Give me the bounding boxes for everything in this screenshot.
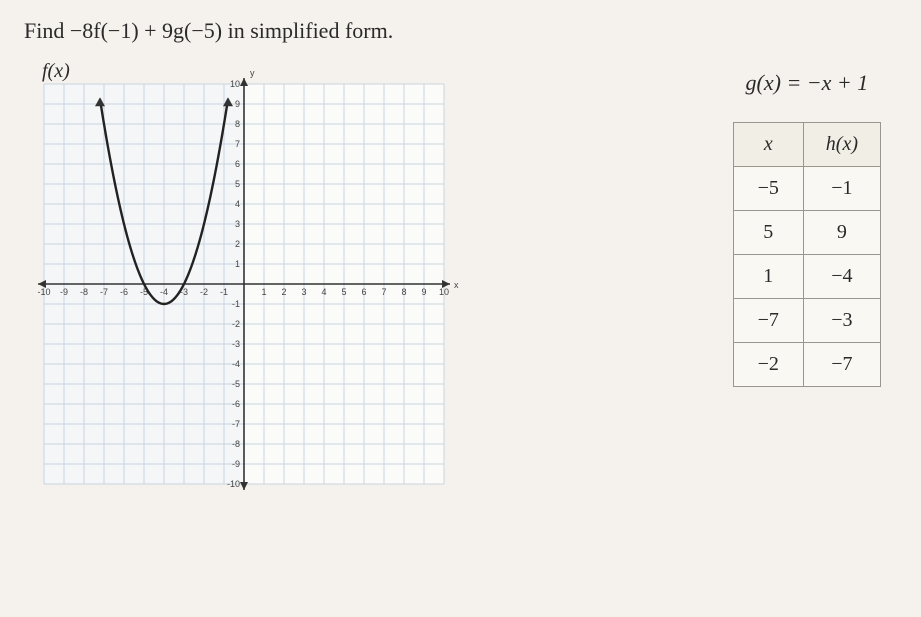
svg-text:6: 6 <box>235 159 240 169</box>
svg-text:6: 6 <box>361 287 366 297</box>
svg-text:y: y <box>250 68 255 78</box>
table-cell-x: −7 <box>733 299 803 343</box>
table-row: −2−7 <box>733 343 880 387</box>
svg-text:-9: -9 <box>232 459 240 469</box>
svg-text:-7: -7 <box>100 287 108 297</box>
graph-function-label: f(x) <box>42 60 70 83</box>
svg-text:-8: -8 <box>232 439 240 449</box>
right-column: g(x) = −x + 1 x h(x) −5−1591−4−7−3−2−7 <box>733 64 897 387</box>
svg-text:3: 3 <box>301 287 306 297</box>
svg-text:-9: -9 <box>60 287 68 297</box>
svg-text:9: 9 <box>235 99 240 109</box>
table-row: −5−1 <box>733 167 880 211</box>
svg-text:9: 9 <box>421 287 426 297</box>
svg-text:-6: -6 <box>232 399 240 409</box>
svg-text:-4: -4 <box>160 287 168 297</box>
svg-text:-5: -5 <box>232 379 240 389</box>
table-row: 59 <box>733 211 880 255</box>
svg-text:x: x <box>454 280 459 290</box>
h-table: x h(x) −5−1591−4−7−3−2−7 <box>733 122 881 387</box>
table-cell-hx: 9 <box>803 211 880 255</box>
svg-text:-8: -8 <box>80 287 88 297</box>
table-cell-hx: −1 <box>803 167 880 211</box>
svg-text:-2: -2 <box>232 319 240 329</box>
svg-text:10: 10 <box>439 287 449 297</box>
svg-text:10: 10 <box>230 79 240 89</box>
table-row: 1−4 <box>733 255 880 299</box>
svg-text:-2: -2 <box>200 287 208 297</box>
svg-text:-6: -6 <box>120 287 128 297</box>
h-table-header-x: x <box>733 123 803 167</box>
h-table-header-hx: h(x) <box>803 123 880 167</box>
svg-text:-1: -1 <box>220 287 228 297</box>
svg-text:1: 1 <box>261 287 266 297</box>
table-cell-hx: −7 <box>803 343 880 387</box>
prompt-prefix: Find <box>24 18 70 43</box>
prompt-suffix: in simplified form. <box>228 18 394 43</box>
table-cell-x: 1 <box>733 255 803 299</box>
table-cell-x: −2 <box>733 343 803 387</box>
svg-text:-7: -7 <box>232 419 240 429</box>
table-cell-x: −5 <box>733 167 803 211</box>
problem-prompt: Find −8f(−1) + 9g(−5) in simplified form… <box>24 18 897 44</box>
svg-text:4: 4 <box>235 199 240 209</box>
svg-text:-10: -10 <box>37 287 50 297</box>
svg-text:-4: -4 <box>232 359 240 369</box>
prompt-expression: −8f(−1) + 9g(−5) <box>70 18 222 43</box>
svg-text:-10: -10 <box>227 479 240 489</box>
svg-text:5: 5 <box>235 179 240 189</box>
table-row: −7−3 <box>733 299 880 343</box>
g-equation: g(x) = −x + 1 <box>733 70 881 96</box>
svg-text:5: 5 <box>341 287 346 297</box>
svg-text:8: 8 <box>235 119 240 129</box>
svg-text:1: 1 <box>235 259 240 269</box>
svg-text:4: 4 <box>321 287 326 297</box>
table-cell-hx: −4 <box>803 255 880 299</box>
svg-text:7: 7 <box>381 287 386 297</box>
svg-text:-1: -1 <box>232 299 240 309</box>
svg-text:3: 3 <box>235 219 240 229</box>
svg-text:7: 7 <box>235 139 240 149</box>
svg-text:2: 2 <box>235 239 240 249</box>
table-cell-x: 5 <box>733 211 803 255</box>
svg-text:8: 8 <box>401 287 406 297</box>
table-cell-hx: −3 <box>803 299 880 343</box>
graph-column: f(x) xy-10-9-8-7-6-5-4-3-2-112345678910-… <box>24 64 464 544</box>
svg-text:-3: -3 <box>232 339 240 349</box>
graph-plot: x y -10 -9 -8 -7 -6 -5 -4 -3 -2 -1 1 2 3 4 5 6 7 8 9 10 -10 -9 -… <box>24 64 464 544</box>
content-row: f(x) xy-10-9-8-7-6-5-4-3-2-112345678910-… <box>24 64 897 544</box>
svg-text:2: 2 <box>281 287 286 297</box>
